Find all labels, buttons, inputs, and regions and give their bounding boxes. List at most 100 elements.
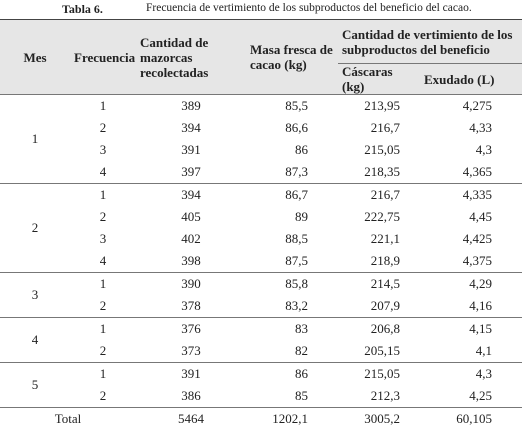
total-cell: 5464: [136, 408, 246, 429]
data-cell: 206,8: [338, 318, 420, 341]
total-label: Total: [0, 408, 136, 429]
data-cell: 4,3: [420, 139, 522, 161]
data-cell: 4,45: [420, 206, 522, 228]
data-cell: 4: [70, 250, 136, 273]
data-cell: 1: [70, 273, 136, 296]
data-cell: 2: [70, 340, 136, 363]
data-cell: 4: [70, 161, 136, 184]
mes-cell: 3: [0, 273, 70, 318]
data-cell: 4,425: [420, 228, 522, 250]
data-cell: 215,05: [338, 363, 420, 386]
caption-label: Tabla 6.: [62, 2, 103, 17]
data-cell: 2: [70, 206, 136, 228]
data-cell: 86,7: [246, 184, 338, 207]
data-cell: 405: [136, 206, 246, 228]
data-cell: 3: [70, 139, 136, 161]
mes-cell: 5: [0, 363, 70, 408]
mes-cell: 2: [0, 184, 70, 273]
data-cell: 218,35: [338, 161, 420, 184]
mes-cell: 1: [0, 95, 70, 184]
data-table: Mes Frecuencia Cantidad de mazorcas reco…: [0, 20, 522, 429]
data-cell: 3: [70, 228, 136, 250]
data-cell: 85,5: [246, 95, 338, 118]
data-cell: 4,375: [420, 250, 522, 273]
data-cell: 86,6: [246, 117, 338, 139]
data-cell: 4,3: [420, 363, 522, 386]
header-cell: Cáscaras (kg): [338, 64, 420, 95]
header-cell: Mes: [0, 20, 70, 95]
caption-text: Frecuencia de vertimiento de los subprod…: [146, 2, 472, 14]
header-cell: Frecuencia: [70, 20, 136, 95]
header-cell: Masa fresca de cacao (kg): [246, 20, 338, 95]
data-cell: 4,365: [420, 161, 522, 184]
header-cell: Exudado (L): [420, 64, 522, 95]
data-cell: 86: [246, 363, 338, 386]
data-cell: 4,335: [420, 184, 522, 207]
total-cell: 3005,2: [338, 408, 420, 429]
data-cell: 89: [246, 206, 338, 228]
data-cell: 218,9: [338, 250, 420, 273]
data-cell: 1: [70, 318, 136, 341]
data-cell: 83: [246, 318, 338, 341]
data-cell: 4,29: [420, 273, 522, 296]
data-cell: 373: [136, 340, 246, 363]
page: {"caption": {"label": "Tabla 6.", "text"…: [0, 0, 522, 419]
data-cell: 87,3: [246, 161, 338, 184]
data-cell: 222,75: [338, 206, 420, 228]
data-cell: 386: [136, 385, 246, 408]
total-cell: 1202,1: [246, 408, 338, 429]
data-cell: 207,9: [338, 295, 420, 318]
data-cell: 205,15: [338, 340, 420, 363]
data-cell: 4,25: [420, 385, 522, 408]
data-cell: 1: [70, 95, 136, 118]
data-cell: 4,275: [420, 95, 522, 118]
data-cell: 398: [136, 250, 246, 273]
data-cell: 397: [136, 161, 246, 184]
data-cell: 402: [136, 228, 246, 250]
caption: Tabla 6. Frecuencia de vertimiento de lo…: [0, 0, 522, 20]
data-cell: 86: [246, 139, 338, 161]
data-cell: 391: [136, 139, 246, 161]
data-cell: 87,5: [246, 250, 338, 273]
data-cell: 376: [136, 318, 246, 341]
data-cell: 216,7: [338, 184, 420, 207]
data-cell: 85,8: [246, 273, 338, 296]
data-cell: 216,7: [338, 117, 420, 139]
data-cell: 221,1: [338, 228, 420, 250]
data-cell: 391: [136, 363, 246, 386]
header-cell: Cantidad de vertimiento de los subproduc…: [338, 20, 522, 64]
data-cell: 85: [246, 385, 338, 408]
data-cell: 2: [70, 385, 136, 408]
data-cell: 4,33: [420, 117, 522, 139]
data-cell: 394: [136, 184, 246, 207]
data-cell: 212,3: [338, 385, 420, 408]
mes-cell: 4: [0, 318, 70, 363]
total-cell: 60,105: [420, 408, 522, 429]
data-cell: 82: [246, 340, 338, 363]
data-cell: 215,05: [338, 139, 420, 161]
data-cell: 4,16: [420, 295, 522, 318]
data-cell: 4,1: [420, 340, 522, 363]
data-cell: 83,2: [246, 295, 338, 318]
data-cell: 88,5: [246, 228, 338, 250]
data-cell: 214,5: [338, 273, 420, 296]
data-cell: 213,95: [338, 95, 420, 118]
data-cell: 389: [136, 95, 246, 118]
data-cell: 4,15: [420, 318, 522, 341]
data-cell: 1: [70, 184, 136, 207]
data-cell: 2: [70, 117, 136, 139]
